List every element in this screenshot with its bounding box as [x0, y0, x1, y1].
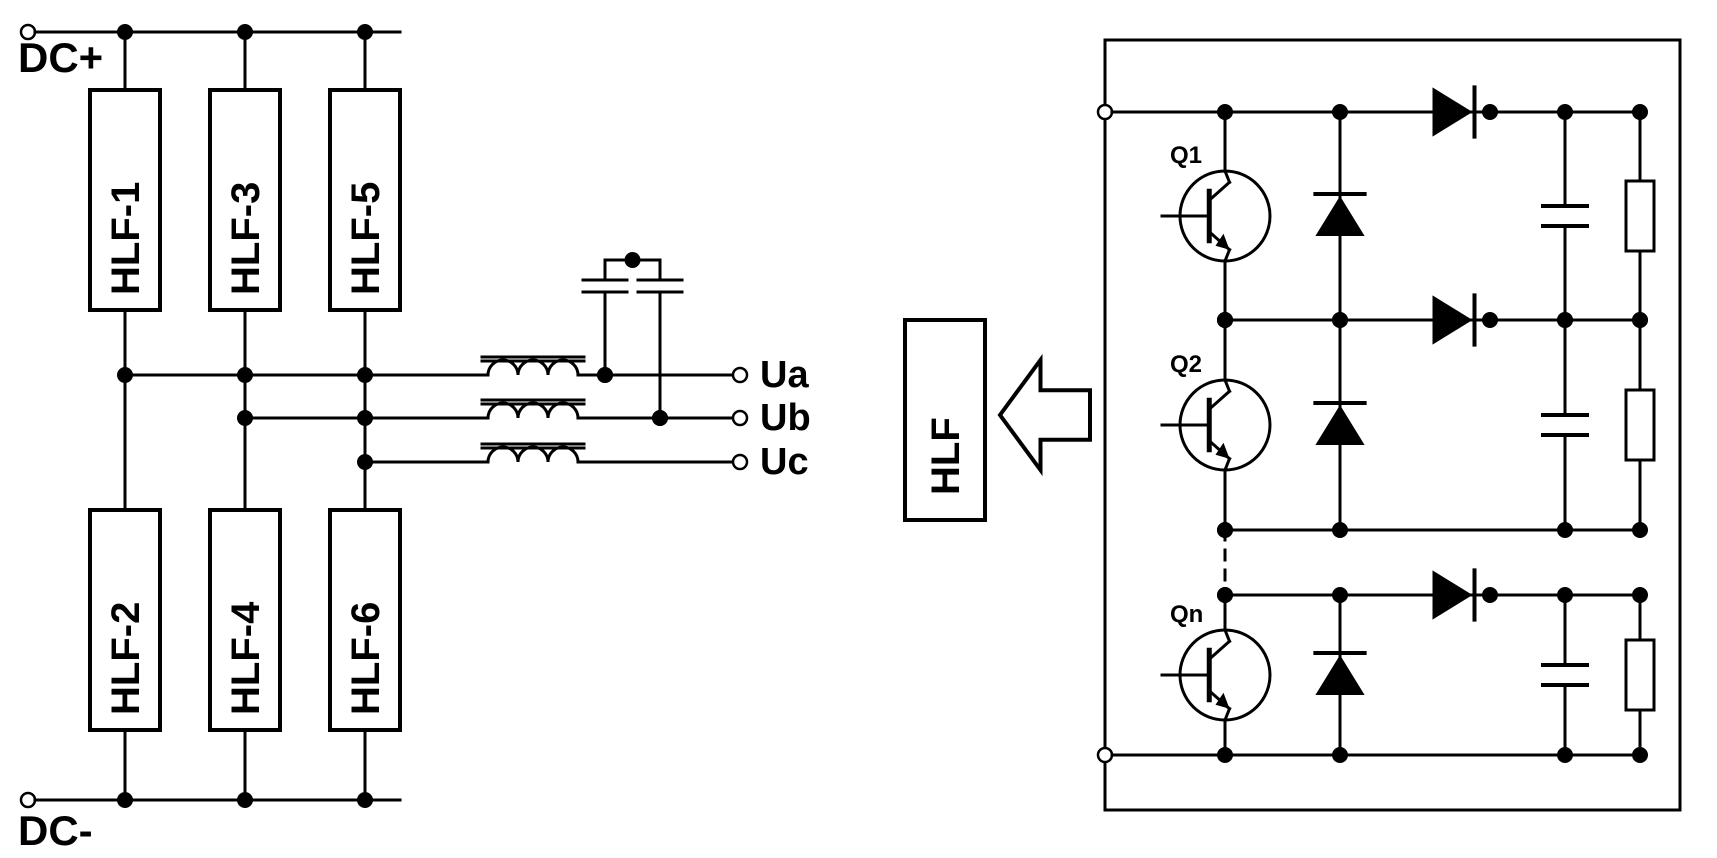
- junction-dot: [1632, 747, 1648, 763]
- hlf-box-label: HLF-2: [104, 602, 148, 715]
- junction-dot: [357, 792, 373, 808]
- junction-dot: [237, 367, 253, 383]
- junction-dot: [1632, 587, 1648, 603]
- junction-dot: [1632, 522, 1648, 538]
- terminal-icon: [733, 368, 747, 382]
- hlf-box-label: HLF-1: [104, 182, 148, 295]
- arrow-icon: [1000, 360, 1090, 470]
- terminal-icon: [1098, 105, 1112, 119]
- hlf-box-label: HLF-3: [224, 182, 268, 295]
- junction-dot: [117, 792, 133, 808]
- junction-dot: [357, 367, 373, 383]
- terminal-icon: [21, 25, 35, 39]
- transistor-label: Q1: [1170, 142, 1202, 169]
- junction-dot: [1632, 312, 1648, 328]
- junction-dot: [357, 410, 373, 426]
- dc-plus-label: DC+: [18, 34, 103, 81]
- junction-dot: [1217, 312, 1233, 328]
- hlf-box-label: HLF-4: [224, 601, 268, 715]
- junction-dot: [625, 252, 641, 268]
- transistor-label: Qn: [1170, 601, 1203, 628]
- terminal-icon: [733, 455, 747, 469]
- transistor-label: Q2: [1170, 351, 1202, 378]
- phase-label: Ub: [760, 397, 811, 439]
- phase-label: Uc: [760, 441, 809, 483]
- junction-dot: [357, 24, 373, 40]
- junction-dot: [237, 24, 253, 40]
- terminal-icon: [21, 793, 35, 807]
- junction-dot: [237, 792, 253, 808]
- box: [1626, 390, 1654, 460]
- junction-dot: [1217, 522, 1233, 538]
- terminal-icon: [733, 411, 747, 425]
- hlf-summary-label: HLF: [924, 417, 968, 495]
- box: [1626, 640, 1654, 710]
- junction-dot: [597, 367, 613, 383]
- junction-dot: [1217, 587, 1233, 603]
- junction-dot: [652, 410, 668, 426]
- schematic-root: DC+ DC- HLF-1 HLF-3 HLF-5 HLF-2 HLF-4 HLF-6 UaUb…: [0, 0, 1717, 858]
- hlf-box-label: HLF-6: [344, 602, 388, 715]
- phase-label: Ua: [760, 354, 809, 396]
- junction-dot: [117, 24, 133, 40]
- hlf-box-label: HLF-5: [344, 182, 388, 295]
- terminal-icon: [1098, 748, 1112, 762]
- junction-dot: [1632, 104, 1648, 120]
- box: [1626, 181, 1654, 251]
- dc-minus-label: DC-: [18, 807, 93, 854]
